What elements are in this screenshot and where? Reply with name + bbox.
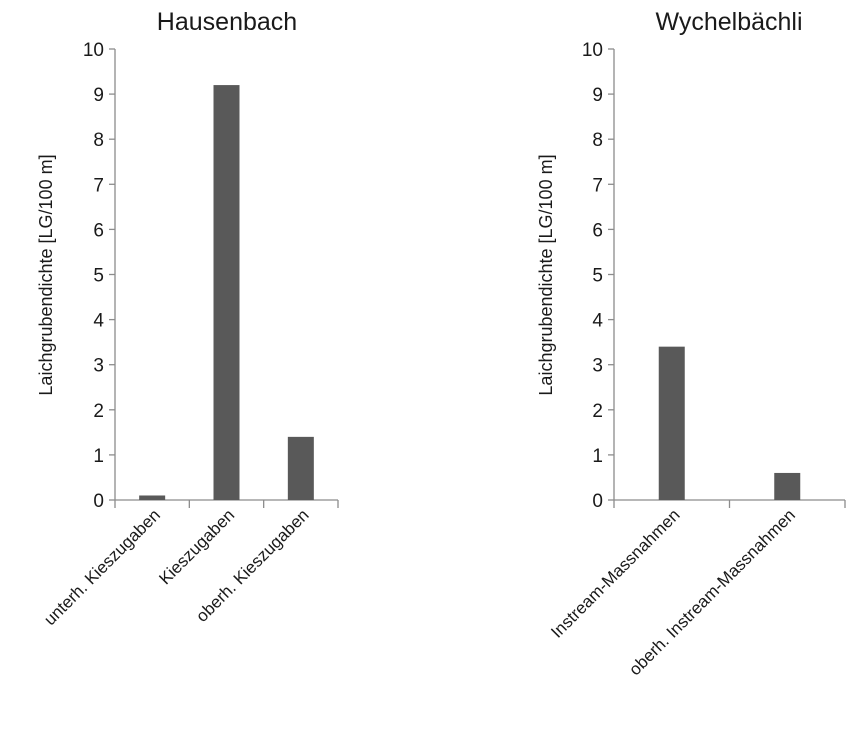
y-tick-label: 1 [93,446,104,467]
y-tick-label: 4 [93,311,104,332]
y-tick-label: 6 [93,220,104,241]
y-tick-label: 7 [93,175,104,196]
y-tick-label: 10 [582,40,603,61]
bar [658,346,685,500]
y-axis-label: Laichgrubendichte [LG/100 m] [36,154,56,395]
category-label: Kieszugaben [155,505,238,588]
category-label: unterh. Kieszugaben [40,505,164,629]
y-tick-label: 2 [93,401,104,422]
y-tick-label: 10 [83,40,104,61]
y-tick-label: 0 [592,491,603,512]
y-tick-label: 2 [592,401,603,422]
y-axis-label: Laichgrubendichte [LG/100 m] [536,154,556,395]
bar [287,436,314,500]
y-tick-label: 6 [592,220,603,241]
y-tick-label: 9 [93,85,104,106]
y-tick-label: 7 [592,175,603,196]
bar [774,472,801,500]
y-tick-label: 5 [592,266,603,287]
bar [139,495,166,500]
y-tick-label: 4 [592,311,603,332]
y-tick-label: 5 [93,266,104,287]
y-tick-label: 8 [93,130,104,151]
chart-hausenbach: Hausenbach Laichgrubendichte [LG/100 m] … [36,8,339,629]
category-label: Instream-Massnahmen [547,505,683,641]
y-tick-label: 3 [592,356,603,377]
y-tick-label: 3 [93,356,104,377]
y-tick-label: 9 [592,85,603,106]
chart-wychelbaechli: Wychelbächli Laichgrubendichte [LG/100 m… [536,8,846,679]
chart-title: Wychelbächli [655,8,802,36]
chart-title: Hausenbach [157,8,297,36]
bar [213,85,240,500]
y-tick-label: 8 [592,130,603,151]
y-tick-label: 0 [93,491,104,512]
y-tick-label: 1 [592,446,603,467]
